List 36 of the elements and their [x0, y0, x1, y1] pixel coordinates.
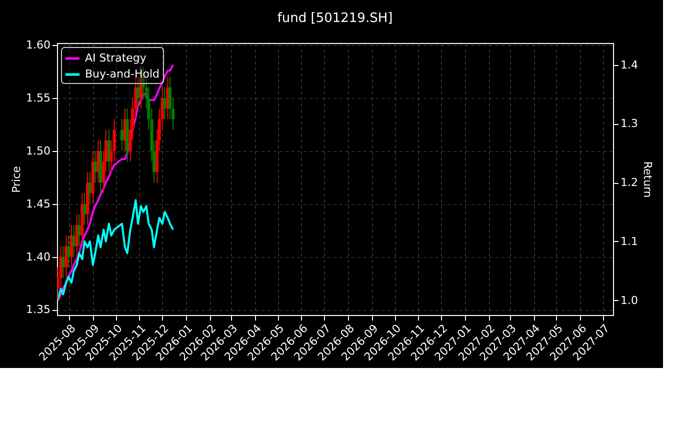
y-tick-label: 1.45: [26, 197, 50, 210]
candlestick: [99, 140, 102, 194]
candlestick: [163, 86, 166, 120]
candlestick: [107, 129, 110, 173]
candlestick: [86, 172, 90, 226]
candlestick: [72, 224, 76, 258]
line-series: [56, 199, 174, 302]
y-tick-label: 1.40: [26, 250, 50, 264]
candlestick: [96, 140, 100, 184]
y2-tick-label: 1.2: [620, 176, 638, 190]
candlestick: [82, 192, 86, 226]
y-tick-label: 1.55: [26, 92, 50, 105]
y2-tick-label: 1.1: [620, 234, 638, 248]
candlestick: [70, 224, 74, 268]
legend-label: AI Strategy: [85, 52, 147, 64]
candlestick: [120, 118, 124, 152]
y2-tick-label: 1.4: [620, 58, 638, 72]
candlestick: [75, 214, 78, 258]
candlestick: [62, 246, 65, 278]
candlestick: [80, 192, 84, 247]
candlestick: [66, 235, 70, 268]
candlestick: [88, 172, 92, 204]
y-axis-title: Price: [10, 166, 24, 193]
y2-tick-label: 1.0: [620, 294, 638, 307]
candlestick: [94, 150, 97, 184]
candlestick: [78, 214, 81, 247]
y-tick-label: 1.50: [26, 144, 50, 158]
y2-axis-title: Return: [640, 161, 654, 198]
line-series: [56, 64, 174, 302]
candlestick: [126, 108, 129, 162]
y-tick-label: 1.60: [26, 38, 50, 52]
y2-tick-label: 1.3: [620, 117, 638, 130]
candlestick: [64, 235, 68, 278]
candlestick: [91, 150, 94, 204]
y-tick-label: 1.35: [26, 303, 50, 316]
chart-title: fund [501219.SH]: [277, 11, 393, 26]
